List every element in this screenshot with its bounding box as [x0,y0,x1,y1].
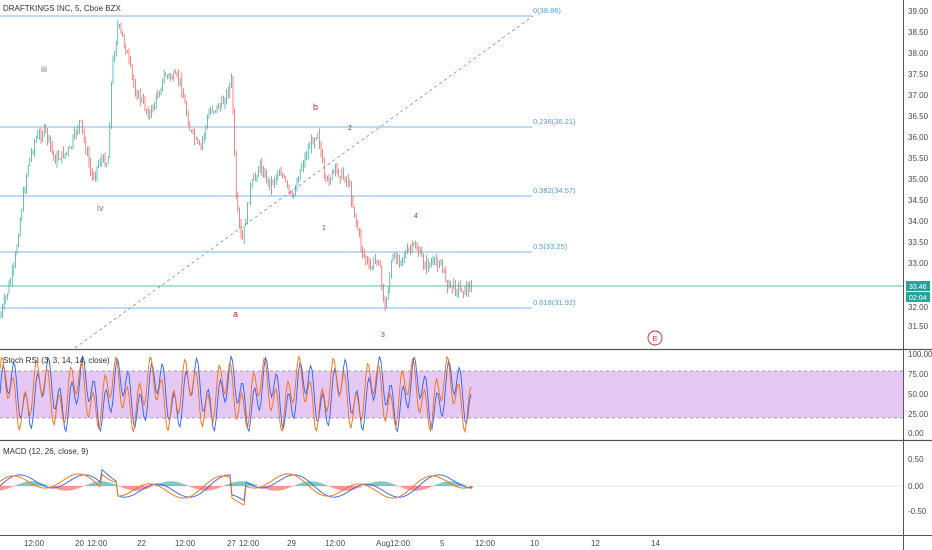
wave-label-b: b [313,102,318,112]
wave-label-4: 4 [414,213,418,220]
wave-label-iv: iv [97,203,104,213]
stoch-tick: 75.00 [908,370,929,379]
time-tick: 12:00 [87,539,108,548]
time-tick: 12:00 [24,539,45,548]
macd-line [0,468,472,502]
stoch-title[interactable]: Stoch RSI (3, 3, 14, 14, close) [3,356,110,365]
macd-pane[interactable] [0,442,903,534]
price-tick: 32.00 [908,303,929,312]
wave-label-iii: iii [41,64,47,74]
time-tick: 29 [287,539,296,548]
price-tick: 36.00 [908,133,929,142]
fib-label: 0(38.86) [533,6,561,15]
wave-label-1: 1 [322,225,326,232]
price-tick: 38.50 [908,28,929,37]
macd-line [0,473,473,506]
price-tick: 37.00 [908,91,929,100]
wave-label-a: a [233,309,238,319]
earnings-icon [647,330,663,346]
wave-label-3: 3 [381,332,385,339]
price-axis[interactable]: 39.00 38.50 38.00 37.50 37.00 36.50 36.0… [908,7,929,331]
stoch-tick: 100.00 [908,350,932,359]
price-tick: 34.00 [908,217,929,226]
macd-tick: 0.50 [908,455,924,464]
stoch-rsi-lines [0,354,472,434]
time-tick: 12:00 [475,539,496,548]
macd-tick: 0.00 [908,482,924,491]
price-tick: 35.00 [908,175,929,184]
fib-retracement[interactable]: 0(38.86) 0.236(36.21) 0.382(34.57) 0.5(3… [0,6,576,349]
symbol-title[interactable]: DRAFTKINGS INC, 5, Cboe BZX [3,4,121,13]
macd-title[interactable]: MACD (12, 26, close, 9) [3,447,89,456]
price-candles[interactable] [0,20,472,319]
stoch-line [0,354,472,433]
fib-label: 0.618(31.92) [533,298,576,307]
price-tick: 36.50 [908,112,929,121]
last-price-tag [906,281,930,291]
time-tick: 5 [440,539,445,548]
fib-label: 0.382(34.57) [533,186,576,195]
wave-label-2: 2 [348,125,352,132]
price-tick: 37.50 [908,70,929,79]
price-tick: 31.50 [908,322,929,331]
fib-trend-line[interactable] [74,15,534,349]
price-tick: 38.00 [908,49,929,58]
fib-label: 0.236(36.21) [533,117,576,126]
time-tick: 27 [227,539,236,548]
price-tick: 35.50 [908,154,929,163]
time-tick: 22 [137,539,146,548]
time-tick: 14 [651,539,660,548]
last-price-value: 33.46 [909,284,927,291]
countdown-value: 02:04 [909,295,927,302]
stoch-tick: 50.00 [908,390,929,399]
time-tick: 12:00 [325,539,346,548]
price-pane[interactable] [0,0,903,348]
price-tick: 33.50 [908,238,929,247]
macd-lines [0,468,473,506]
fib-label: 0.5(33.25) [533,242,568,251]
stoch-tick: 0.00 [908,429,924,438]
time-tick: 12:00 [239,539,260,548]
time-tick: 10 [530,539,539,548]
time-tick: 12:00 [175,539,196,548]
price-tick: 34.50 [908,196,929,205]
countdown-tag [906,292,930,302]
earnings-marker[interactable]: E [647,330,663,346]
time-axis[interactable]: 12:00 20 12:00 22 12:00 27 12:00 29 12:0… [24,539,660,548]
macd-tick: -0.50 [908,507,927,516]
stoch-line [0,355,472,434]
time-tick: Aug [376,539,390,548]
time-tick: 12 [591,539,600,548]
price-tick: 33.00 [908,259,929,268]
earnings-label: E [653,336,658,343]
time-tick: 20 [75,539,84,548]
stoch-tick: 25.00 [908,410,929,419]
price-tick: 39.00 [908,7,929,16]
time-tick: 12:00 [390,539,411,548]
